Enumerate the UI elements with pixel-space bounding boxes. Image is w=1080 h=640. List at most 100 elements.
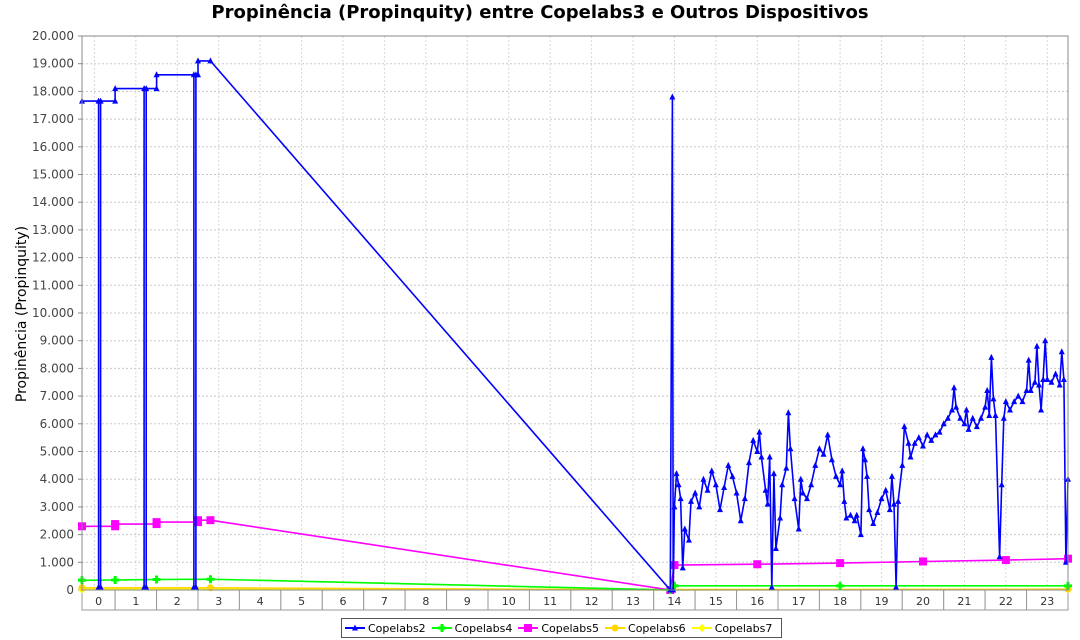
data-point-copelabs5 bbox=[206, 516, 215, 525]
data-point-copelabs2 bbox=[1058, 348, 1065, 355]
data-point-copelabs2 bbox=[1042, 337, 1049, 344]
data-point-copelabs2 bbox=[837, 481, 844, 488]
data-point-copelabs2 bbox=[679, 564, 686, 571]
data-point-copelabs2 bbox=[996, 553, 1003, 560]
data-point-copelabs2 bbox=[878, 495, 885, 502]
chart-title: Propinência (Propinquity) entre Copelabs… bbox=[211, 2, 869, 23]
x-tick-label: 12 bbox=[585, 595, 599, 608]
data-point-copelabs5 bbox=[152, 518, 161, 527]
y-tick-label: 17.000 bbox=[32, 112, 74, 126]
data-point-copelabs2 bbox=[700, 475, 707, 482]
x-tick-label: 21 bbox=[957, 595, 971, 608]
data-point-copelabs2 bbox=[1062, 558, 1069, 565]
x-tick-label: 11 bbox=[543, 595, 557, 608]
data-point-copelabs2 bbox=[787, 445, 794, 452]
data-point-copelabs2 bbox=[1007, 406, 1013, 413]
data-point-copelabs2 bbox=[920, 442, 926, 449]
series-line-copelabs2 bbox=[82, 60, 1069, 591]
legend-marker-copelabs7 bbox=[697, 624, 706, 632]
data-point-copelabs5 bbox=[670, 561, 679, 570]
data-point-copelabs2 bbox=[717, 506, 723, 513]
y-tick-label: 20.000 bbox=[32, 29, 74, 43]
data-point-copelabs2 bbox=[866, 506, 873, 513]
data-point-copelabs2 bbox=[746, 459, 752, 466]
y-tick-label: 8.000 bbox=[40, 361, 74, 375]
y-tick-label: 10.000 bbox=[32, 306, 74, 320]
data-point-copelabs2 bbox=[888, 472, 895, 479]
legend: Copelabs2 Copelabs4 Copelabs5 Copelabs6 Cope… bbox=[341, 618, 783, 638]
data-point-copelabs2 bbox=[673, 470, 680, 477]
data-point-copelabs2 bbox=[804, 495, 810, 502]
data-point-copelabs2 bbox=[847, 511, 854, 518]
legend-swatch-copelabs5 bbox=[518, 624, 539, 632]
x-tick-label: 18 bbox=[833, 595, 847, 608]
x-tick-label: 0 bbox=[95, 595, 102, 608]
x-tick-label: 4 bbox=[257, 595, 264, 608]
data-point-copelabs2 bbox=[97, 583, 104, 590]
legend-item-copelabs4: Copelabs4 bbox=[431, 621, 513, 635]
data-point-copelabs2 bbox=[915, 434, 922, 441]
legend-label-copelabs4: Copelabs4 bbox=[454, 621, 513, 635]
x-tick-label: 17 bbox=[792, 595, 806, 608]
data-point-copelabs2 bbox=[907, 453, 914, 460]
data-point-copelabs2 bbox=[851, 517, 858, 524]
legend-swatch-copelabs7 bbox=[691, 624, 712, 632]
x-tick-label: 1 bbox=[132, 595, 139, 608]
data-point-copelabs2 bbox=[195, 71, 201, 78]
data-point-copelabs2 bbox=[812, 461, 819, 468]
data-point-copelabs2 bbox=[841, 497, 848, 504]
data-point-copelabs5 bbox=[836, 559, 845, 568]
data-point-copelabs4 bbox=[206, 575, 215, 584]
legend-label-copelabs7: Copelabs7 bbox=[714, 621, 773, 635]
x-tick-label: 6 bbox=[340, 595, 347, 608]
data-point-copelabs2 bbox=[1052, 370, 1059, 377]
y-tick-label: 19.000 bbox=[32, 57, 74, 71]
legend-swatch-copelabs4 bbox=[431, 624, 452, 632]
data-point-copelabs2 bbox=[895, 497, 902, 504]
data-point-copelabs2 bbox=[799, 489, 806, 496]
x-tick-label: 10 bbox=[502, 595, 516, 608]
data-point-copelabs2 bbox=[1040, 375, 1047, 382]
data-point-copelabs2 bbox=[768, 583, 775, 590]
data-point-copelabs2 bbox=[905, 439, 912, 446]
data-point-copelabs2 bbox=[1011, 398, 1018, 405]
data-point-copelabs2 bbox=[772, 544, 779, 551]
data-point-copelabs2 bbox=[990, 395, 997, 402]
data-point-copelabs2 bbox=[893, 583, 900, 590]
data-point-copelabs2 bbox=[1025, 356, 1032, 363]
x-axis-categories: 0 1 2 3 4 5 6 7 8 9 10 11 12 13 14 15 16 17 18 19 20 21 22 23 bbox=[81, 589, 1069, 611]
data-point-copelabs2 bbox=[153, 71, 160, 78]
data-point-copelabs2 bbox=[685, 536, 692, 543]
data-point-copelabs2 bbox=[963, 406, 970, 413]
data-point-copelabs2 bbox=[936, 428, 943, 435]
data-point-copelabs2 bbox=[986, 411, 993, 418]
data-point-copelabs2 bbox=[688, 497, 694, 504]
y-tick-label: 18.000 bbox=[32, 84, 74, 98]
data-point-copelabs2 bbox=[988, 353, 995, 360]
legend-label-copelabs6: Copelabs6 bbox=[628, 621, 686, 635]
data-point-copelabs2 bbox=[669, 93, 676, 100]
data-point-copelabs2 bbox=[839, 467, 846, 474]
plot-frame bbox=[81, 35, 1069, 591]
data-point-copelabs2 bbox=[725, 461, 732, 468]
data-point-copelabs2 bbox=[777, 514, 784, 521]
data-point-copelabs2 bbox=[692, 489, 699, 496]
y-axis-ticks: 0 1.000 2.000 3.000 4.000 5.000 6.000 7.000 8.00… bbox=[32, 29, 82, 597]
x-tick-label: 23 bbox=[1040, 595, 1054, 608]
legend-marker-copelabs6 bbox=[611, 624, 619, 632]
data-point-copelabs2 bbox=[932, 431, 939, 438]
legend-swatch-copelabs6 bbox=[605, 624, 626, 632]
legend-marker-copelabs4 bbox=[437, 624, 446, 632]
data-point-copelabs2 bbox=[681, 525, 688, 532]
data-point-copelabs2 bbox=[195, 57, 201, 64]
y-tick-label: 5.000 bbox=[40, 445, 74, 459]
data-point-copelabs2 bbox=[1031, 378, 1038, 385]
data-point-copelabs2 bbox=[153, 85, 160, 92]
x-tick-label: 9 bbox=[464, 595, 471, 608]
x-tick-label: 22 bbox=[999, 595, 1013, 608]
data-point-copelabs2 bbox=[882, 486, 889, 493]
data-point-copelabs2 bbox=[862, 456, 868, 463]
data-point-copelabs2 bbox=[783, 464, 790, 471]
data-point-copelabs2 bbox=[1044, 375, 1051, 382]
data-point-copelabs2 bbox=[828, 456, 835, 463]
